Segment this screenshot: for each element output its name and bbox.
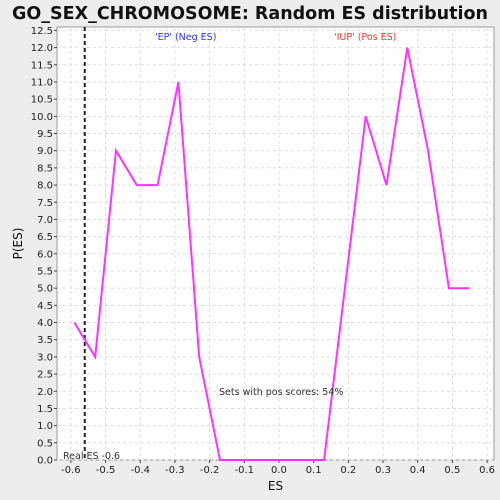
- y-tick-label: 12.0: [31, 43, 53, 54]
- y-tick-label: 12.5: [31, 26, 53, 37]
- y-tick-label: 9.0: [37, 146, 53, 157]
- x-tick-label: 0.0: [271, 465, 287, 476]
- y-tick-label: 7.5: [37, 198, 53, 209]
- x-tick-label: 0.6: [479, 465, 495, 476]
- x-tick-label: 0.5: [444, 465, 460, 476]
- real-es-label: Real ES -0.6: [63, 451, 120, 462]
- y-tick-label: 10.0: [31, 112, 53, 123]
- y-tick-label: 11.5: [31, 60, 53, 71]
- y-tick-label: 9.5: [37, 129, 53, 140]
- chart-title: GO_SEX_CHROMOSOME: Random ES distributio…: [12, 4, 488, 24]
- x-tick-label: 0.2: [340, 465, 356, 476]
- x-tick-label: -0.6: [61, 465, 81, 476]
- pos-scores-annotation: Sets with pos scores: 54%: [219, 387, 343, 398]
- y-axis-ticks: 0.0 0.5 1.0 1.5 2.0 2.5 3.0 3.5 4.0 4.5 5.0 5.5 6.0 6…: [31, 26, 57, 467]
- y-tick-label: 7.0: [37, 215, 53, 226]
- y-axis-label: P(ES): [11, 228, 25, 260]
- y-tick-label: 8.0: [37, 181, 53, 192]
- y-tick-label: 4.0: [37, 318, 53, 329]
- y-tick-label: 3.5: [37, 335, 53, 346]
- y-tick-label: 2.5: [37, 370, 53, 381]
- x-tick-label: 0.1: [306, 465, 322, 476]
- y-tick-label: 2.0: [37, 387, 53, 398]
- x-tick-label: 0.4: [410, 465, 426, 476]
- y-tick-label: 6.5: [37, 232, 53, 243]
- x-tick-label: -0.1: [235, 465, 255, 476]
- neg-es-label: 'EP' (Neg ES): [155, 32, 216, 43]
- y-tick-label: 1.5: [37, 404, 53, 415]
- pos-es-label: 'IUP' (Pos ES): [334, 32, 396, 43]
- x-tick-label: -0.5: [96, 465, 116, 476]
- grid: [57, 27, 494, 461]
- y-tick-label: 8.5: [37, 163, 53, 174]
- y-tick-label: 10.5: [31, 95, 53, 106]
- y-tick-label: 5.0: [37, 284, 53, 295]
- y-tick-label: 0.0: [37, 456, 53, 467]
- y-tick-label: 0.5: [37, 438, 53, 449]
- y-tick-label: 4.5: [37, 301, 53, 312]
- x-tick-label: -0.4: [130, 465, 150, 476]
- x-tick-label: 0.3: [375, 465, 391, 476]
- x-tick-label: -0.2: [200, 465, 220, 476]
- y-tick-label: 6.0: [37, 249, 53, 260]
- y-tick-label: 1.0: [37, 421, 53, 432]
- y-tick-label: 5.5: [37, 266, 53, 277]
- x-tick-label: -0.3: [165, 465, 185, 476]
- x-axis-ticks: -0.6 -0.5 -0.4 -0.3 -0.2 -0.1 0.0 0.1 0.2 0.3 0.4 0…: [61, 460, 495, 476]
- es-distribution-line: [73, 47, 470, 461]
- x-axis-label: ES: [268, 479, 283, 493]
- y-tick-label: 3.0: [37, 352, 53, 363]
- y-tick-label: 11.0: [31, 77, 53, 88]
